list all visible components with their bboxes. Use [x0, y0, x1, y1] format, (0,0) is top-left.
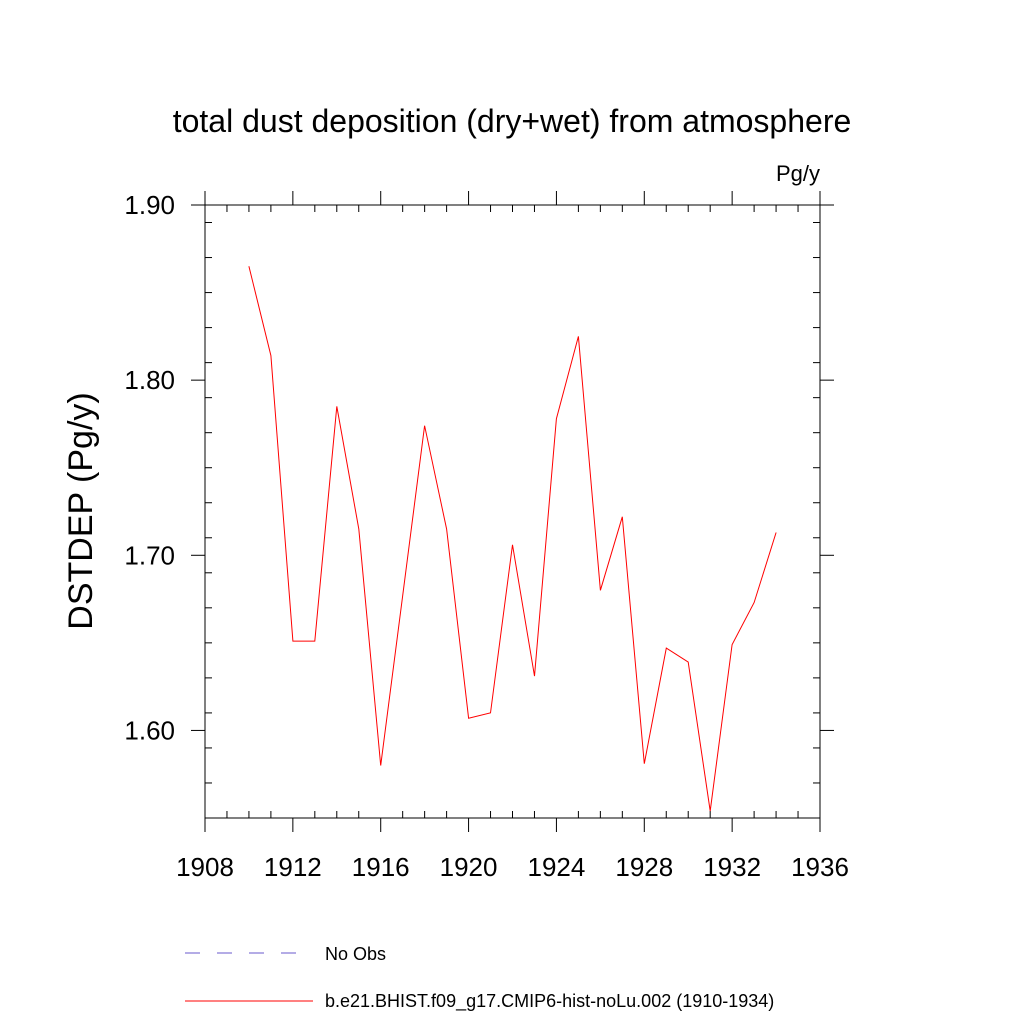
y-axis-label: DSTDEP (Pg/y)	[62, 392, 100, 629]
legend-label-series: b.e21.BHIST.f09_g17.CMIP6-hist-noLu.002 …	[325, 991, 774, 1012]
y-tick-labels: 1.60 1.70 1.80 1.90	[124, 190, 175, 745]
x-tick-label: 1932	[703, 852, 761, 882]
legend-item-series: b.e21.BHIST.f09_g17.CMIP6-hist-noLu.002 …	[185, 991, 774, 1012]
x-tick-label: 1912	[264, 852, 322, 882]
legend: No Obs b.e21.BHIST.f09_g17.CMIP6-hist-no…	[185, 944, 774, 1012]
series-line	[248, 266, 777, 812]
x-tick-label: 1924	[528, 852, 586, 882]
x-tick-label: 1928	[615, 852, 673, 882]
x-tick-labels: 1908 1912 1916 1920 1924 1928 1932 1936	[176, 852, 849, 882]
y-tick-label: 1.80	[124, 365, 175, 395]
legend-label-no-obs: No Obs	[325, 944, 386, 964]
series-layer	[248, 266, 777, 812]
plot-frame	[204, 204, 821, 819]
y-tick-label: 1.90	[124, 190, 175, 220]
x-tick-label: 1936	[791, 852, 849, 882]
legend-item-no-obs: No Obs	[185, 944, 386, 964]
x-tick-label: 1908	[176, 852, 234, 882]
y-tick-label: 1.60	[124, 715, 175, 745]
x-tick-label: 1916	[352, 852, 410, 882]
units-label: Pg/y	[776, 161, 820, 186]
x-tick-label: 1920	[440, 852, 498, 882]
chart-title: total dust deposition (dry+wet) from atm…	[173, 103, 852, 139]
y-tick-label: 1.70	[124, 540, 175, 570]
axis-ticks	[191, 191, 834, 832]
